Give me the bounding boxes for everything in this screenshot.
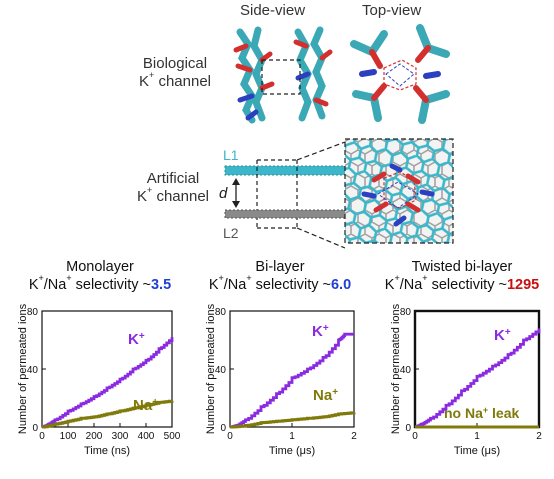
x-tick-label: 0 bbox=[39, 431, 45, 442]
chart-panel-monolayer: Monolayer K+/Na+ selectivity ~3.5 bbox=[10, 258, 190, 479]
layer1-sheet bbox=[225, 166, 347, 175]
bio-k-symbol: K bbox=[139, 73, 150, 90]
k-series-label-plus: + bbox=[323, 323, 329, 334]
y-axis-label: Number of permeated ions bbox=[17, 303, 29, 434]
subtitle-selectivity-text: selectivity ~ bbox=[427, 277, 507, 293]
y-tick-label: 80 bbox=[400, 307, 412, 318]
bio-k-plus: + bbox=[149, 70, 155, 80]
chart-subtitle: K+/Na+ selectivity ~6.0 bbox=[190, 273, 370, 294]
x-tick-label: 300 bbox=[112, 431, 129, 442]
subtitle-selectivity-text: selectivity ~ bbox=[251, 277, 331, 293]
y-axis-label: Number of permeated ions bbox=[205, 303, 217, 434]
na-series-line bbox=[230, 411, 356, 429]
plot-frame bbox=[41, 310, 173, 428]
k-series-line bbox=[229, 332, 354, 429]
biological-top-view-image bbox=[350, 24, 450, 124]
k-series-label-plus: + bbox=[139, 331, 145, 342]
x-axis-label: Time (ns) bbox=[84, 445, 130, 457]
x-tick-label: 100 bbox=[60, 431, 77, 442]
biological-channel-label: Biological K+ channel bbox=[120, 55, 230, 91]
subtitle-k-plus: + bbox=[218, 273, 224, 284]
biological-side-view-image bbox=[233, 26, 333, 124]
annotation-plus: + bbox=[483, 405, 488, 415]
top-view-title: Top-view bbox=[362, 2, 422, 19]
y-tick-label: 40 bbox=[27, 365, 39, 376]
art-k-plus: + bbox=[147, 185, 153, 195]
distance-label: d bbox=[219, 185, 228, 202]
k-series-label: K+ bbox=[494, 327, 511, 344]
chart-panel-twisted-bilayer: Twisted bi-layer K+/Na+ selectivity ~129… bbox=[372, 258, 552, 479]
selectivity-value: 3.5 bbox=[150, 277, 172, 293]
layer2-sheet bbox=[225, 210, 347, 218]
x-tick-label: 0 bbox=[412, 431, 418, 442]
x-tick-label: 0 bbox=[227, 431, 233, 442]
na-series-label-plus: + bbox=[332, 387, 338, 398]
x-axis-label: Time (μs) bbox=[269, 445, 315, 457]
chart-subtitle: K+/Na+ selectivity ~3.5 bbox=[10, 273, 190, 294]
bio-label-line1: Biological bbox=[142, 55, 208, 72]
subtitle-k: K bbox=[28, 277, 39, 293]
na-series-label: Na+ bbox=[313, 387, 338, 404]
bio-label-line2: channel bbox=[158, 73, 211, 90]
subtitle-na-plus: + bbox=[66, 273, 72, 284]
na-series-label-plus: + bbox=[152, 397, 158, 408]
x-tick-label: 1 bbox=[474, 431, 480, 442]
subtitle-selectivity-text: selectivity ~ bbox=[71, 277, 151, 293]
k-series-label: K+ bbox=[128, 331, 145, 348]
annotation-suffix: leak bbox=[488, 405, 519, 421]
plot-frame bbox=[229, 310, 355, 428]
x-tick-label: 200 bbox=[86, 431, 103, 442]
subtitle-na-plus: + bbox=[246, 273, 252, 284]
na-series-line bbox=[42, 399, 174, 429]
y-tick-label: 40 bbox=[215, 365, 227, 376]
no-na-leak-annotation: no Na+ leak bbox=[444, 405, 520, 421]
y-tick-label: 40 bbox=[400, 365, 412, 376]
x-axis-label: Time (μs) bbox=[454, 445, 500, 457]
art-k-symbol: K bbox=[137, 188, 148, 205]
k-series-label-plus: + bbox=[505, 327, 511, 338]
y-tick-label: 80 bbox=[27, 307, 39, 318]
subtitle-k: K bbox=[208, 277, 219, 293]
side-view-title: Side-view bbox=[240, 2, 306, 19]
chart-title: Bi-layer bbox=[255, 259, 305, 275]
layer2-label: L2 bbox=[223, 225, 239, 241]
artificial-channel-label: Artificial K+ channel bbox=[118, 170, 228, 206]
y-axis-label: Number of permeated ions bbox=[390, 303, 402, 434]
subtitle-k-plus: + bbox=[38, 273, 44, 284]
chart-subtitle: K+/Na+ selectivity ~1295 bbox=[372, 273, 552, 294]
x-tick-label: 400 bbox=[138, 431, 155, 442]
selectivity-value: 6.0 bbox=[330, 277, 352, 293]
subtitle-na: /Na bbox=[399, 277, 423, 293]
x-tick-label: 1 bbox=[289, 431, 295, 442]
x-tick-label: 500 bbox=[164, 431, 181, 442]
chart-title: Twisted bi-layer bbox=[411, 259, 513, 275]
k-series-line bbox=[414, 328, 541, 429]
y-tick-label: 0 bbox=[405, 423, 411, 434]
art-label-line2: channel bbox=[156, 188, 209, 205]
layer1-label: L1 bbox=[223, 147, 239, 163]
subtitle-k-plus: + bbox=[394, 273, 400, 284]
artificial-top-view-image bbox=[344, 138, 454, 244]
art-label-line1: Artificial bbox=[146, 170, 200, 187]
subtitle-k: K bbox=[384, 277, 395, 293]
subtitle-na: /Na bbox=[43, 277, 67, 293]
k-series-label: K+ bbox=[312, 323, 329, 340]
na-series-label: Na+ bbox=[133, 397, 158, 414]
x-tick-label: 2 bbox=[351, 431, 357, 442]
subtitle-na: /Na bbox=[223, 277, 247, 293]
y-tick-label: 0 bbox=[32, 423, 38, 434]
chart-panel-bilayer: Bi-layer K+/Na+ selectivity ~6.0 bbox=[190, 258, 370, 479]
y-tick-label: 0 bbox=[220, 423, 226, 434]
chart-title: Monolayer bbox=[66, 259, 134, 275]
subtitle-na-plus: + bbox=[422, 273, 428, 284]
x-tick-label: 2 bbox=[536, 431, 542, 442]
k-series-line bbox=[41, 337, 174, 429]
y-tick-label: 80 bbox=[215, 307, 227, 318]
selectivity-value: 1295 bbox=[506, 277, 540, 293]
